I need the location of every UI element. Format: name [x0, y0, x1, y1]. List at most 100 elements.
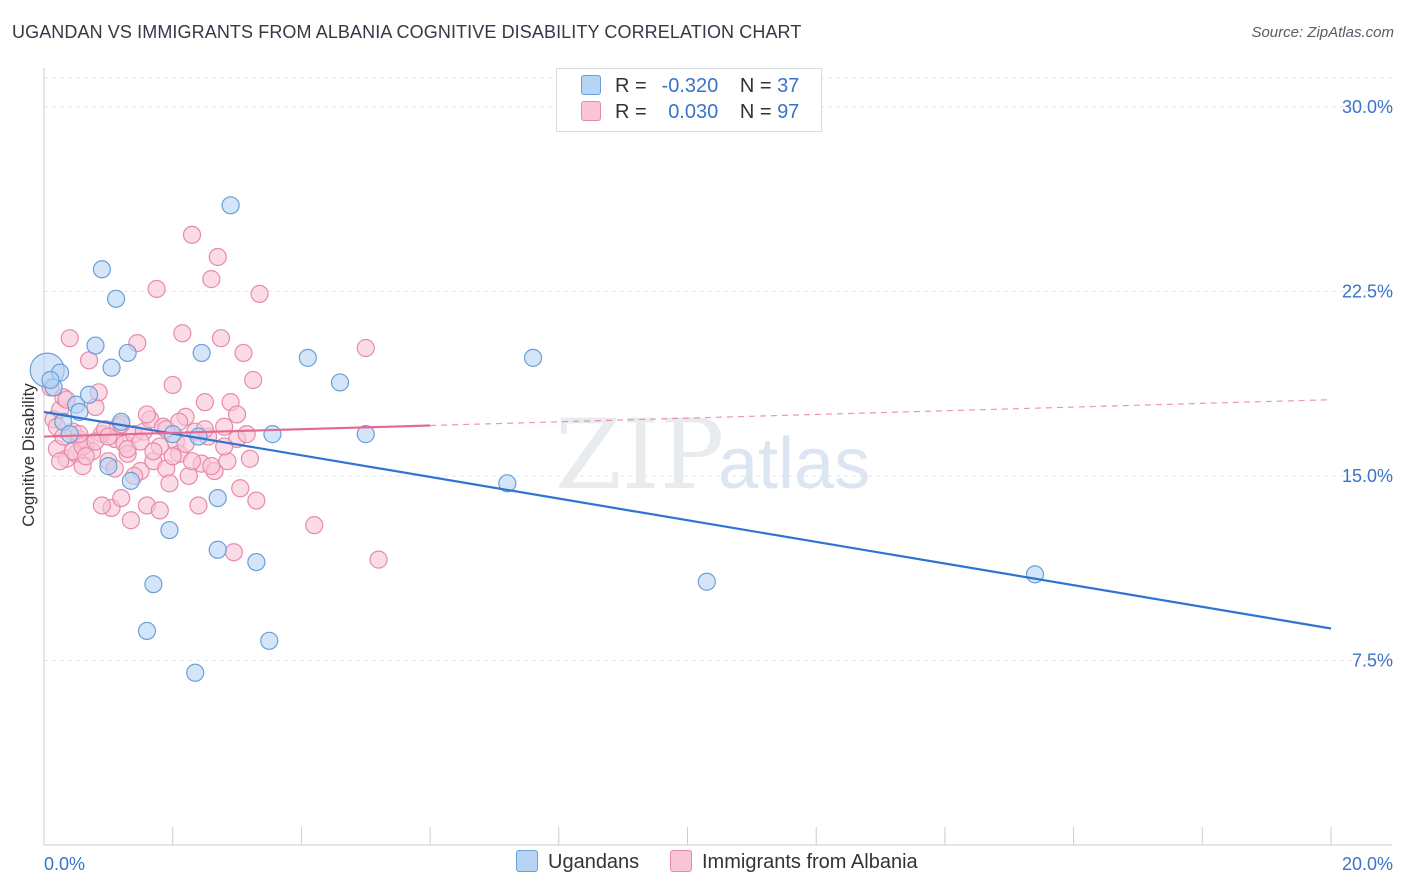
ugandans-point — [247, 552, 266, 572]
albania-point — [182, 452, 202, 471]
albania-point — [179, 466, 198, 486]
legend-n-value: 97 — [777, 101, 800, 123]
ugandans-point — [697, 572, 716, 591]
ugandans-point — [260, 631, 279, 650]
bottom-legend-swatch-albania — [670, 850, 692, 872]
albania-point — [150, 501, 169, 520]
albania-point — [234, 343, 253, 363]
ugandans-point — [208, 488, 227, 508]
ugandans-point — [60, 425, 79, 444]
ugandans-point — [498, 474, 517, 493]
albania-point — [224, 543, 243, 562]
albania-point — [60, 329, 79, 348]
ugandans-point — [523, 348, 543, 367]
legend-r-value: -0.320 — [661, 75, 719, 97]
trend-line-albania — [43, 424, 431, 438]
albania-point — [247, 491, 266, 510]
ugandans-point — [137, 621, 157, 641]
bottom-legend-label-albania: Immigrants from Albania — [702, 851, 918, 873]
legend: R = -0.320 N = 37 R = 0.030 N = 97 — [556, 68, 822, 132]
ugandans-point — [99, 457, 118, 476]
ugandans-point — [121, 471, 140, 490]
albania-point — [211, 329, 231, 348]
albania-point — [244, 370, 263, 390]
tick-labels: 7.5% 15.0% 22.5% 30.0% 0.0% 20.0% — [44, 97, 1393, 874]
gridlines — [44, 77, 1392, 661]
trend-line-ugandans — [43, 410, 1332, 630]
albania-point — [50, 452, 70, 471]
albania-point — [92, 496, 112, 515]
albania-point — [231, 479, 250, 498]
albania-point — [240, 449, 260, 468]
y-tick-label: 7.5% — [1352, 650, 1393, 670]
ugandans-point — [356, 425, 375, 444]
ugandans-point — [186, 663, 205, 682]
albania-point — [163, 375, 182, 395]
ugandans-point — [79, 385, 99, 404]
albania-point — [237, 425, 256, 444]
bottom-legend-ugandans: Ugandans — [516, 850, 639, 874]
albania-point — [215, 417, 234, 436]
albania-point — [227, 405, 247, 424]
legend-r-label: R = — [615, 101, 647, 123]
y-tick-label: 30.0% — [1342, 97, 1393, 117]
albania-point — [195, 393, 214, 412]
albania-point — [163, 447, 182, 466]
ugandans-point — [144, 575, 163, 594]
axes — [43, 68, 1392, 846]
legend-row-ugandans: R = -0.320 N = 37 — [581, 75, 799, 101]
albania-point — [202, 457, 221, 476]
bottom-legend-swatch-ugandans — [516, 850, 538, 872]
albania-point — [218, 452, 237, 471]
y-axis-label: Cognitive Disability — [19, 383, 38, 527]
x-tick-label: 20.0% — [1342, 854, 1393, 874]
ugandans-point — [112, 412, 131, 431]
legend-n-label: N = — [739, 101, 772, 123]
ugandans-point — [330, 373, 350, 392]
albania-point — [147, 279, 166, 299]
albania-point — [189, 496, 208, 515]
albania-point — [121, 511, 140, 530]
ugandans-point — [41, 370, 60, 390]
legend-r-value: 0.030 — [668, 101, 719, 123]
bottom-legend-albania: Immigrants from Albania — [670, 850, 918, 874]
albania-point — [173, 324, 192, 343]
albania-point — [356, 338, 375, 358]
albania-point — [144, 442, 163, 461]
trend-lines — [43, 399, 1332, 630]
ugandans-point — [263, 425, 282, 444]
ugandans-point — [106, 289, 126, 308]
ugandans-point — [86, 336, 105, 355]
source-credit: Source: ZipAtlas.com — [1251, 24, 1394, 41]
albania-point — [369, 550, 388, 569]
bottom-legend-label-ugandans: Ugandans — [548, 851, 640, 873]
albania-point — [76, 447, 95, 466]
ugandans-point — [221, 196, 240, 215]
legend-r-label: R = — [615, 75, 647, 97]
albania-point — [112, 488, 131, 508]
legend-swatch-ugandans — [581, 75, 601, 95]
albania-point — [305, 516, 324, 535]
ugandans-point — [192, 343, 211, 363]
legend-row-albania: R = 0.030 N = 97 — [581, 101, 799, 127]
ugandans-point — [208, 540, 227, 559]
ugandans-point — [118, 343, 137, 363]
x-tick-label: 0.0% — [44, 854, 85, 874]
albania-point — [208, 247, 227, 267]
albania-point — [250, 284, 269, 303]
legend-swatch-albania — [581, 101, 601, 121]
y-tick-label: 15.0% — [1342, 466, 1393, 486]
ugandans-point — [102, 358, 121, 377]
chart-title: UGANDAN VS IMMIGRANTS FROM ALBANIA COGNI… — [12, 22, 802, 42]
albania-point — [99, 427, 118, 446]
albania-point — [160, 474, 179, 493]
albania-point — [202, 270, 221, 289]
albania-point — [182, 225, 202, 244]
ugandans-point — [298, 348, 317, 367]
watermark-atlas: atlas — [718, 424, 870, 504]
legend-n-label: N = — [739, 75, 772, 97]
y-tick-label: 22.5% — [1342, 281, 1393, 301]
trend-line-extension-albania — [430, 399, 1332, 427]
albania-point — [137, 405, 157, 424]
